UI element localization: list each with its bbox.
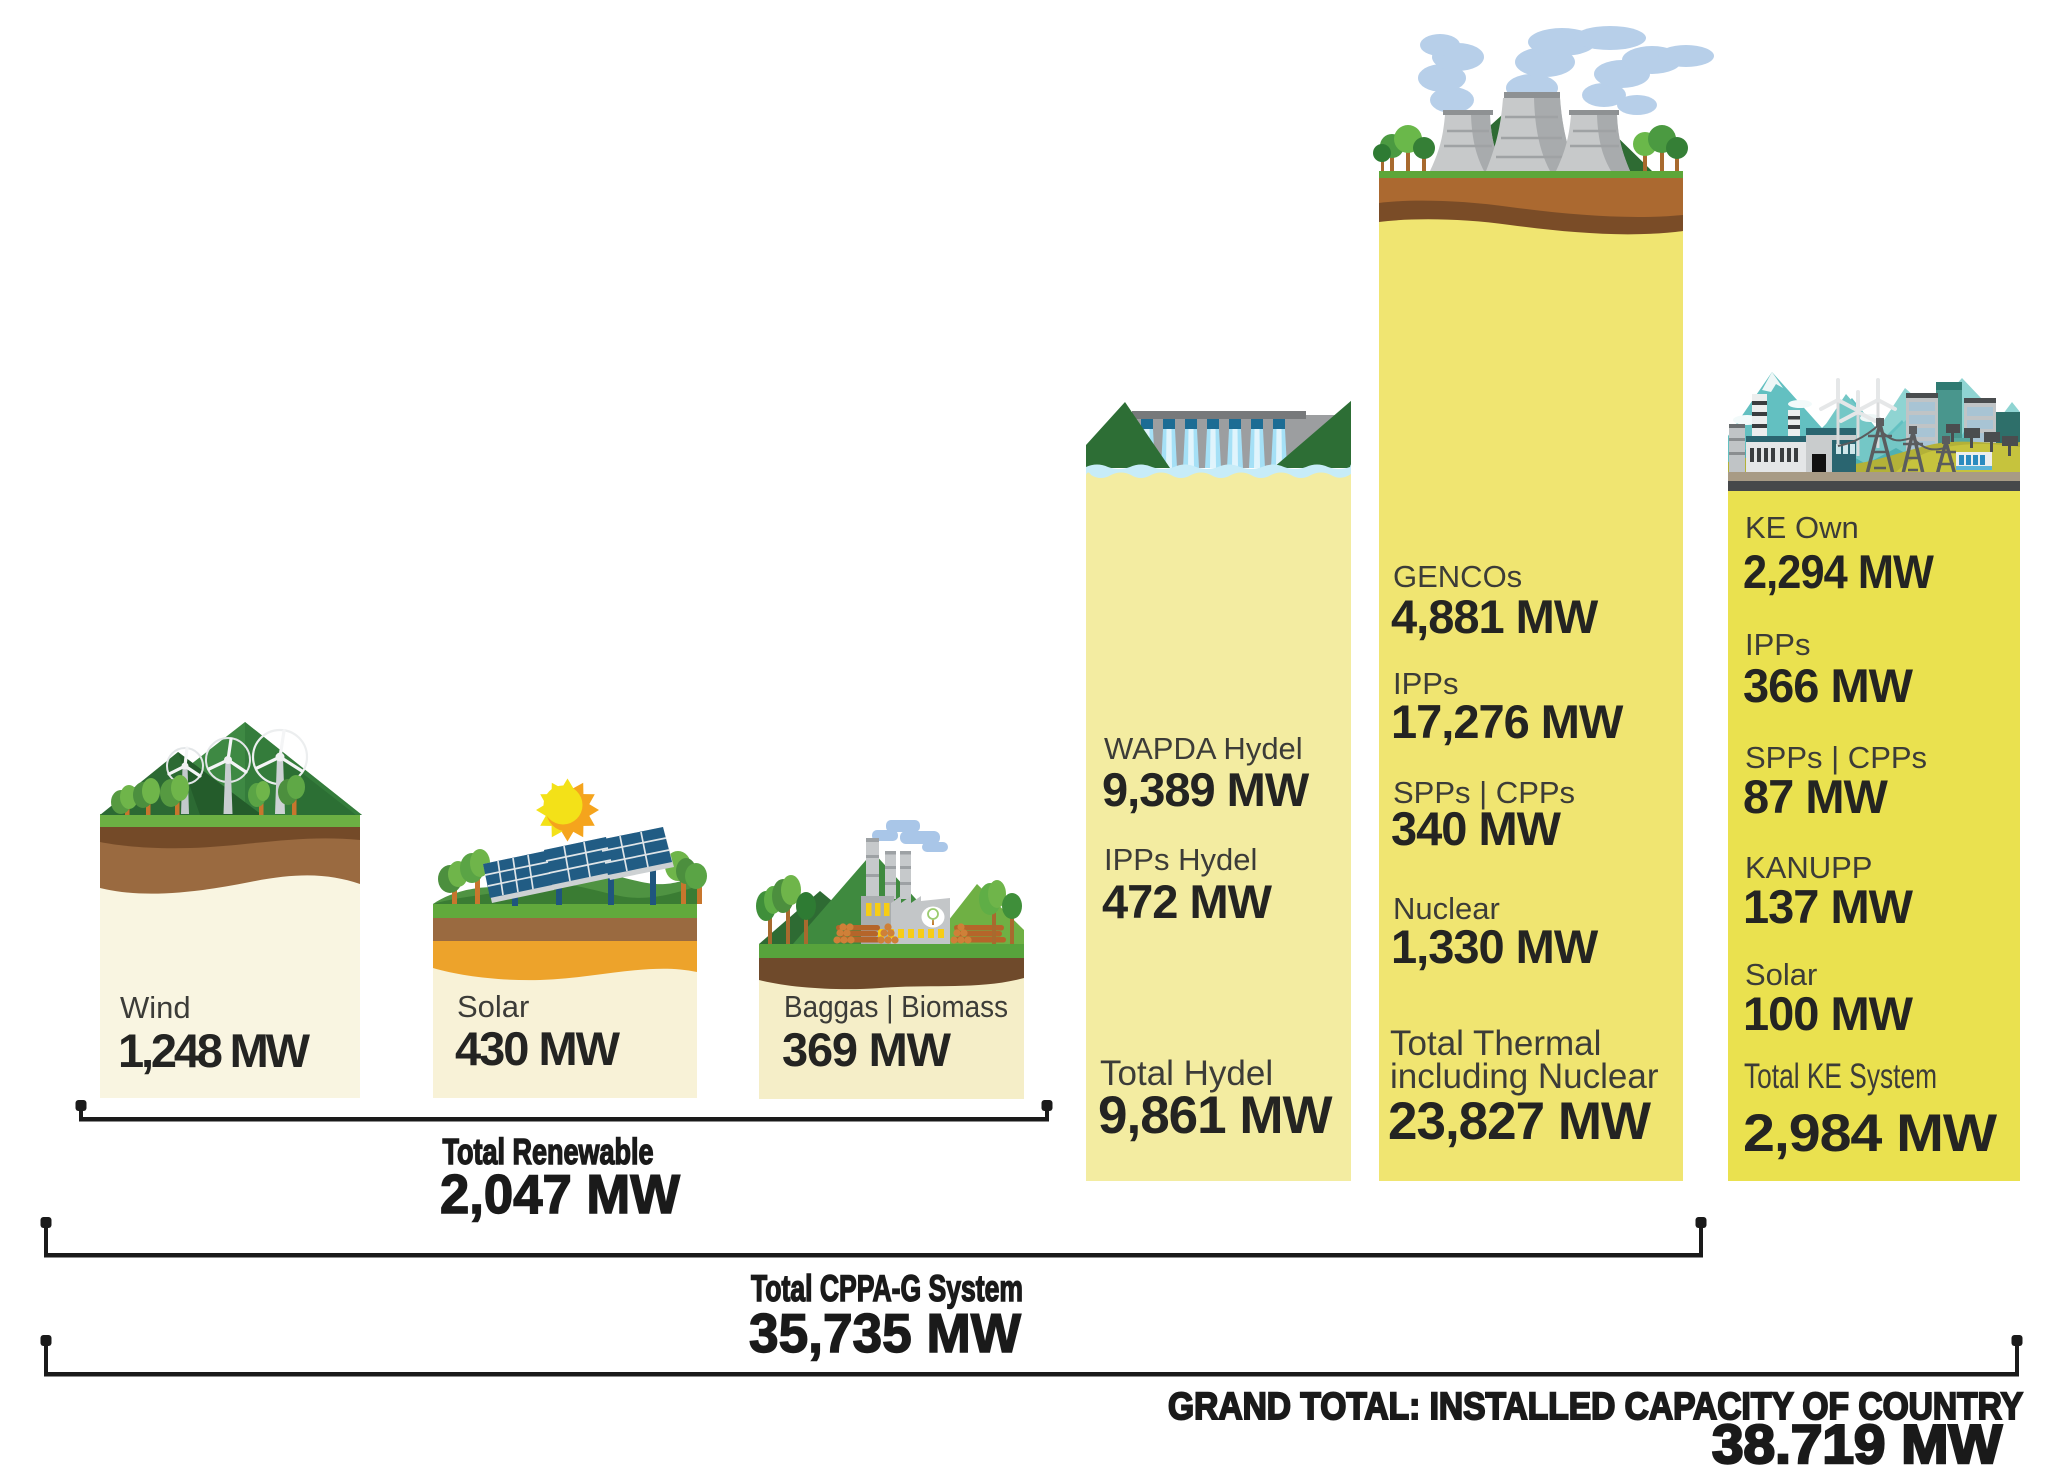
svg-text:9,389 MW: 9,389 MW — [1102, 763, 1310, 816]
svg-text:Solar: Solar — [457, 989, 529, 1024]
svg-text:IPPs Hydel: IPPs Hydel — [1104, 842, 1257, 877]
svg-text:23,827 MW: 23,827 MW — [1388, 1092, 1651, 1151]
svg-text:Wind: Wind — [120, 990, 191, 1025]
svg-text:2,984 MW: 2,984 MW — [1743, 1104, 1997, 1163]
svg-text:9,861 MW: 9,861 MW — [1098, 1086, 1333, 1145]
svg-text:IPPs: IPPs — [1745, 627, 1810, 662]
svg-text:137 MW: 137 MW — [1743, 880, 1914, 933]
svg-text:Baggas | Biomass: Baggas | Biomass — [784, 989, 1008, 1024]
svg-text:430 MW: 430 MW — [455, 1022, 621, 1075]
svg-text:WAPDA Hydel: WAPDA Hydel — [1104, 731, 1303, 766]
svg-text:38.719 MW: 38.719 MW — [1712, 1413, 2002, 1475]
svg-text:35,735 MW: 35,735 MW — [749, 1302, 1021, 1364]
svg-text:GRAND TOTAL: INSTALLED CAPACIT: GRAND TOTAL: INSTALLED CAPACITY OF COUNT… — [1168, 1386, 2023, 1428]
svg-text:KE Own: KE Own — [1745, 510, 1859, 545]
svg-text:472 MW: 472 MW — [1102, 875, 1273, 928]
svg-text:1,330 MW: 1,330 MW — [1391, 920, 1599, 973]
svg-text:Solar: Solar — [1745, 957, 1817, 992]
svg-text:17,276 MW: 17,276 MW — [1391, 695, 1624, 748]
svg-text:2,294 MW: 2,294 MW — [1743, 545, 1935, 598]
svg-text:Total KE System: Total KE System — [1744, 1057, 1937, 1096]
svg-text:SPPs | CPPs: SPPs | CPPs — [1745, 740, 1927, 775]
svg-text:340 MW: 340 MW — [1391, 802, 1562, 855]
svg-text:100 MW: 100 MW — [1743, 987, 1914, 1040]
svg-text:87 MW: 87 MW — [1743, 770, 1888, 823]
svg-text:Total Thermal: Total Thermal — [1390, 1024, 1601, 1063]
svg-text:Total Hydel: Total Hydel — [1100, 1054, 1273, 1093]
svg-text:SPPs | CPPs: SPPs | CPPs — [1393, 775, 1575, 810]
svg-text:4,881 MW: 4,881 MW — [1391, 590, 1599, 643]
svg-text:2,047 MW: 2,047 MW — [440, 1163, 680, 1225]
svg-text:Total Renewable: Total Renewable — [443, 1131, 654, 1172]
svg-text:366 MW: 366 MW — [1743, 659, 1914, 712]
svg-text:1,248 MW: 1,248 MW — [118, 1024, 311, 1077]
svg-text:GENCOs: GENCOs — [1393, 559, 1522, 594]
svg-text:including Nuclear: including Nuclear — [1390, 1057, 1659, 1096]
svg-text:IPPs: IPPs — [1393, 666, 1458, 701]
svg-text:Total CPPA-G System: Total CPPA-G System — [751, 1268, 1023, 1309]
svg-text:369 MW: 369 MW — [782, 1023, 952, 1076]
svg-text:Nuclear: Nuclear — [1393, 891, 1500, 926]
svg-text:KANUPP: KANUPP — [1745, 850, 1872, 885]
